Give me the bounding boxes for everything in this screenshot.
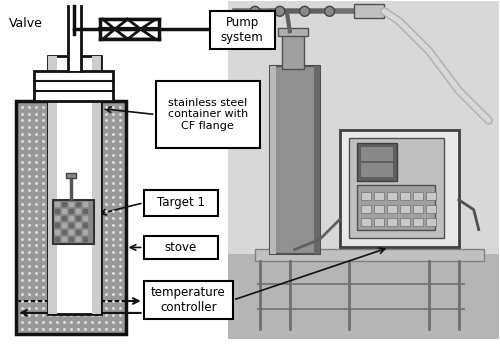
Bar [16,101,126,334]
Bar [426,205,436,213]
Bar [48,56,57,314]
Bar [374,205,384,213]
Bar [413,192,423,200]
Bar [362,205,372,213]
Bar [362,163,393,177]
Bar [387,218,397,225]
Bar [358,143,397,181]
Bar [426,218,436,225]
FancyBboxPatch shape [156,81,260,148]
Bar [34,71,113,101]
Circle shape [275,6,285,16]
Circle shape [300,6,310,16]
Bar [374,218,384,225]
Text: temperature
controller: temperature controller [151,286,226,314]
Bar [362,192,372,200]
Text: stainless steel
container with
CF flange: stainless steel container with CF flange [168,98,248,131]
Bar [358,185,435,230]
Text: Pump
system: Pump system [220,16,264,44]
Bar [374,192,384,200]
Circle shape [324,6,334,16]
Bar [340,130,459,247]
Bar [68,6,82,71]
Polygon shape [128,29,156,39]
Bar [314,66,320,255]
Bar [228,1,498,339]
Bar [270,66,276,255]
FancyBboxPatch shape [144,190,218,216]
Bar [413,218,423,225]
Bar [92,56,101,314]
Bar [362,147,393,161]
Bar [354,4,384,18]
Bar [400,218,410,225]
Bar [387,192,397,200]
Bar [66,173,76,178]
Polygon shape [103,19,128,29]
Bar [228,255,498,339]
Bar [350,138,444,238]
Polygon shape [103,29,128,39]
Circle shape [250,6,260,16]
Bar [278,28,308,36]
FancyBboxPatch shape [144,281,233,319]
Bar [400,192,410,200]
Bar [387,205,397,213]
FancyBboxPatch shape [144,235,218,259]
Bar [413,205,423,213]
Polygon shape [128,19,156,29]
Bar [362,218,372,225]
FancyBboxPatch shape [210,11,275,49]
Bar [270,66,320,255]
Text: Valve: Valve [10,17,43,30]
Text: Target 1: Target 1 [157,196,205,209]
Text: stove: stove [165,241,197,254]
Bar [255,250,484,261]
Bar [48,56,101,314]
Bar [400,205,410,213]
Bar [282,31,304,69]
Bar [426,192,436,200]
Bar [53,200,94,245]
